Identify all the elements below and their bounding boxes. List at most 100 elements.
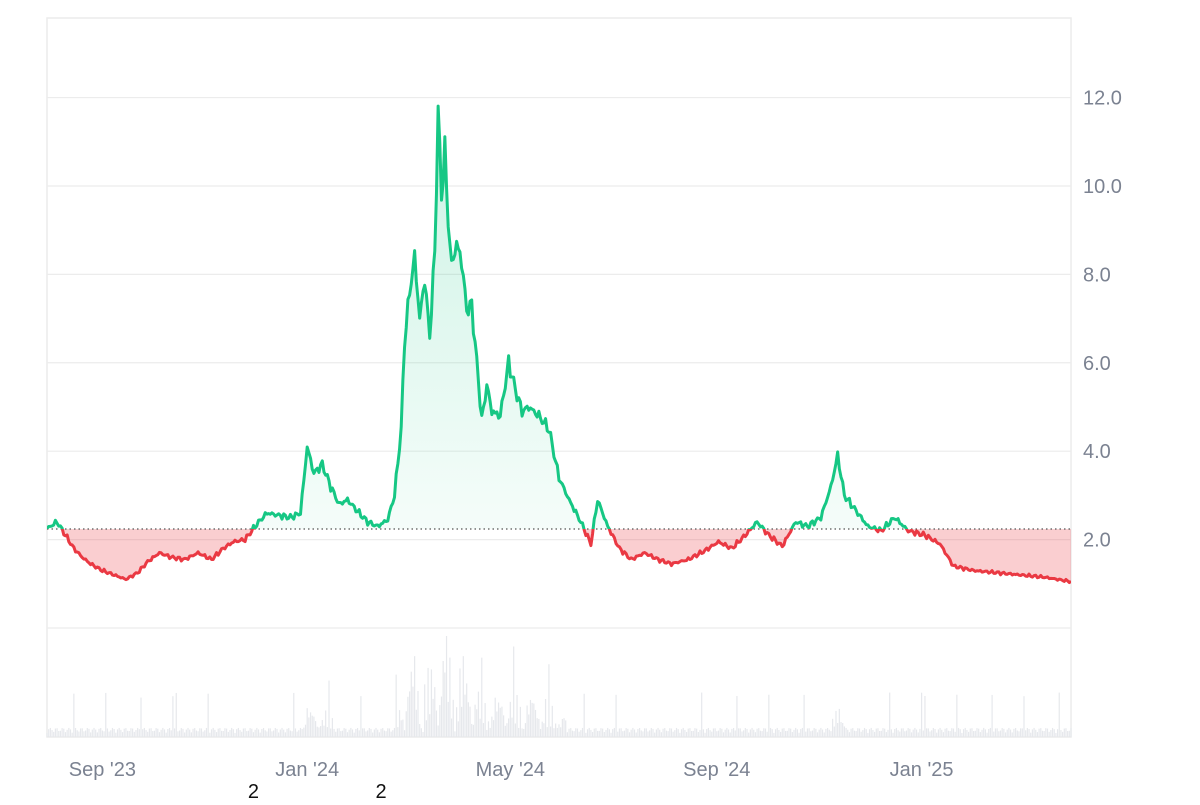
- volume-bar: [615, 694, 617, 737]
- volume-bar: [442, 660, 444, 737]
- volume-bar: [274, 728, 276, 737]
- volume-bar: [843, 726, 845, 737]
- volume-bar: [492, 720, 495, 737]
- volume-bar: [467, 702, 469, 737]
- volume-bar: [461, 706, 463, 737]
- volume-bar: [1051, 727, 1054, 737]
- volume-bar: [521, 728, 523, 737]
- volume-bar: [581, 727, 584, 737]
- volume-bar: [672, 731, 674, 737]
- volume-bar: [286, 728, 288, 737]
- volume-bar: [252, 732, 255, 737]
- volume-bar: [464, 694, 466, 737]
- volume-bar: [971, 728, 973, 737]
- volume-bar: [920, 692, 923, 737]
- volume-bar: [271, 731, 273, 737]
- volume-bar: [674, 730, 676, 737]
- volume-bar: [986, 732, 988, 737]
- volume-bar: [118, 727, 120, 737]
- volume-bar: [499, 707, 501, 737]
- volume-bar: [306, 708, 308, 737]
- volume-bar: [719, 728, 721, 737]
- volume-bar: [914, 727, 916, 737]
- volume-bar: [398, 710, 401, 737]
- volume-bar: [1008, 727, 1010, 737]
- volume-bar: [224, 728, 226, 737]
- volume-bar: [544, 699, 547, 737]
- volume-bar: [254, 729, 256, 737]
- volume-bar: [657, 727, 659, 737]
- volume-bar: [380, 728, 382, 737]
- volume-bar: [125, 728, 127, 737]
- volume-bar: [326, 727, 328, 737]
- volume-bar: [59, 730, 62, 737]
- volume-bar: [234, 732, 236, 737]
- volume-bar: [858, 728, 861, 737]
- volume-bar: [1053, 729, 1055, 737]
- volume-bar: [309, 712, 312, 737]
- volume-bar: [246, 731, 248, 737]
- volume-bar: [320, 726, 322, 737]
- volume-bar: [583, 693, 585, 737]
- volume-bar: [727, 729, 730, 737]
- volume-bar: [489, 727, 491, 737]
- volume-bar: [383, 730, 386, 737]
- volume-bar: [867, 732, 869, 737]
- volume-bar: [774, 729, 777, 737]
- volume-bar: [1025, 730, 1027, 737]
- volume-bar: [607, 727, 609, 737]
- volume-bar: [523, 728, 525, 737]
- volume-bar: [153, 730, 156, 737]
- volume-bar: [64, 732, 67, 737]
- volume-bar: [685, 731, 688, 737]
- volume-bar: [662, 728, 664, 737]
- volume-bar: [1015, 728, 1017, 737]
- volume-bar: [244, 728, 246, 737]
- volume-bar: [194, 728, 196, 737]
- volume-bar: [162, 727, 164, 737]
- volume-bar: [618, 728, 621, 737]
- volume-bar: [63, 728, 65, 737]
- volume-bar: [1033, 727, 1035, 737]
- volume-bar: [116, 729, 119, 737]
- volume-bar: [931, 730, 933, 737]
- volume-bar: [73, 693, 75, 737]
- volume-bar: [649, 730, 651, 737]
- volume-bar: [316, 726, 318, 737]
- volume-bar: [820, 727, 822, 737]
- volume-bar: [749, 729, 751, 737]
- volume-bar: [518, 727, 520, 737]
- volume-bar: [758, 728, 760, 737]
- volume-bar: [214, 729, 216, 737]
- volume-bar: [494, 697, 496, 737]
- volume-bar: [303, 727, 305, 737]
- volume-bar: [954, 731, 956, 737]
- volume-bar: [917, 732, 919, 737]
- volume-bar: [54, 728, 56, 737]
- volume-bar: [1056, 729, 1059, 737]
- volume-bar: [264, 730, 266, 737]
- volume-bar: [1045, 728, 1047, 737]
- volume-bar: [627, 728, 629, 737]
- volume-bar: [610, 732, 612, 737]
- volume-bar: [973, 731, 975, 737]
- volume-bar: [617, 731, 619, 737]
- volume-bar: [664, 728, 666, 737]
- volume-bar: [180, 728, 182, 737]
- volume-bar: [598, 730, 600, 737]
- volume-bar: [373, 729, 375, 737]
- x-tick-label: Jan '25: [890, 759, 954, 781]
- volume-bar: [204, 730, 206, 737]
- volume-bar: [910, 732, 913, 737]
- volume-bar: [899, 731, 901, 737]
- volume-bar: [361, 728, 364, 737]
- volume-bar: [331, 718, 333, 737]
- volume-bar: [879, 730, 881, 737]
- volume-bar: [677, 729, 679, 737]
- volume-bar: [729, 732, 731, 737]
- volume-bar: [173, 728, 176, 737]
- volume-bar: [503, 715, 505, 737]
- volume-bar: [209, 732, 211, 737]
- volume-bar: [414, 656, 416, 737]
